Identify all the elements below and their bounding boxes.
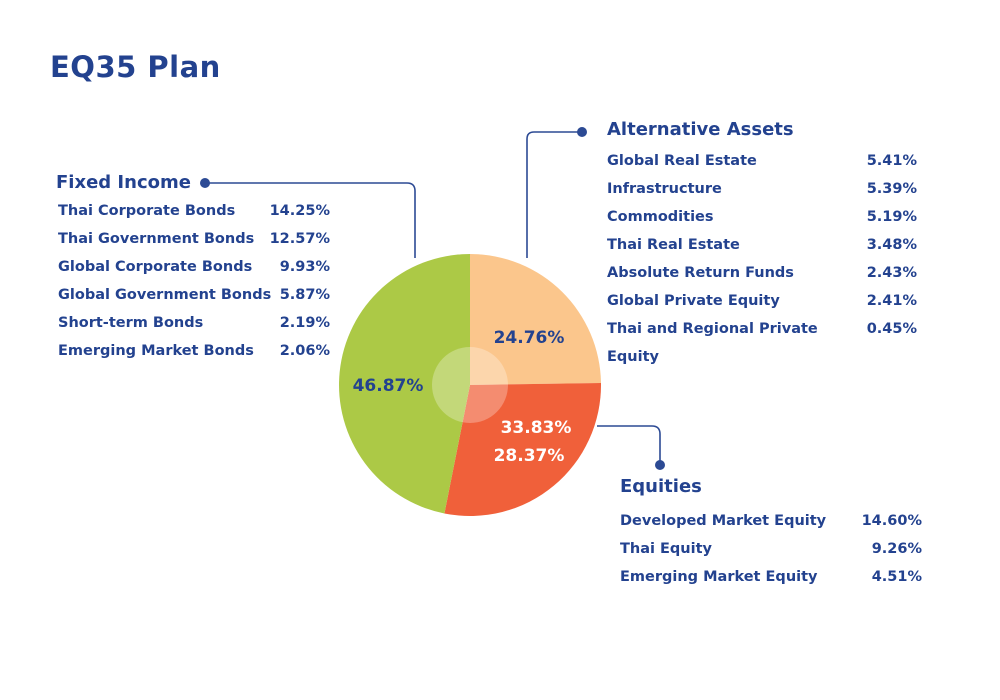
list-item: Thai Equity 9.26% xyxy=(620,535,922,563)
item-name: Thai Government Bonds xyxy=(58,231,255,247)
item-name: Thai Corporate Bonds xyxy=(58,203,236,219)
item-name: Short-term Bonds xyxy=(58,315,204,331)
list-item: Global Corporate Bonds 9.93% xyxy=(58,253,330,281)
list-item: Thai Corporate Bonds 14.25% xyxy=(58,197,330,225)
equities-pointer-dot xyxy=(655,460,665,470)
pie-slice-fixed-income xyxy=(339,254,470,514)
item-value: 2.06% xyxy=(279,343,330,359)
alternative-assets-pointer-line xyxy=(526,131,582,258)
item-value: 12.57% xyxy=(269,231,330,247)
pie-center-highlight xyxy=(432,347,508,423)
item-value: 4.51% xyxy=(871,569,922,585)
pie-label-fixed-income: 46.87% xyxy=(353,376,424,396)
pie-label-equities-extra: 33.83% xyxy=(501,418,572,438)
fixed-income-title: Fixed Income xyxy=(56,172,191,193)
fixed-income-list: Thai Corporate Bonds 14.25% Thai Governmen… xyxy=(58,197,330,365)
list-item: Developed Market Equity 14.60% xyxy=(620,507,922,535)
item-value: 2.41% xyxy=(866,293,917,309)
item-name: Commodities xyxy=(607,209,714,225)
list-item: Absolute Return Funds 2.43% xyxy=(607,259,917,287)
equities-title: Equities xyxy=(620,476,702,497)
pie-label-alternative-assets: 24.76% xyxy=(494,328,565,348)
item-value: 5.87% xyxy=(279,287,330,303)
item-name: Global Private Equity xyxy=(607,293,780,309)
item-name: Global Real Estate xyxy=(607,153,757,169)
item-value: 9.93% xyxy=(279,259,330,275)
item-name: Global Government Bonds xyxy=(58,287,272,303)
alternative-assets-pointer-dot xyxy=(577,127,587,137)
item-value: 3.48% xyxy=(866,237,917,253)
item-value: 0.45% xyxy=(866,321,917,337)
item-name: Developed Market Equity xyxy=(620,513,827,529)
item-value: 5.39% xyxy=(866,181,917,197)
item-name: Global Corporate Bonds xyxy=(58,259,253,275)
item-value: 5.41% xyxy=(866,153,917,169)
item-name: Infrastructure xyxy=(607,181,722,197)
item-value: 2.43% xyxy=(866,265,917,281)
item-name: Thai and Regional Private Equity xyxy=(607,321,818,365)
list-item: Thai and Regional Private Equity 0.45% xyxy=(607,315,917,365)
list-item: Global Real Estate 5.41% xyxy=(607,147,917,175)
list-item: Global Government Bonds 5.87% xyxy=(58,281,330,309)
page-title: EQ35 Plan xyxy=(50,50,221,84)
item-name: Thai Real Estate xyxy=(607,237,740,253)
pie-slice-equities xyxy=(444,383,602,516)
item-name: Thai Equity xyxy=(620,541,712,557)
list-item: Infrastructure 5.39% xyxy=(607,175,917,203)
fixed-income-pointer-dot xyxy=(200,178,210,188)
pie-slice-alternative-assets xyxy=(470,254,601,385)
item-value: 5.19% xyxy=(866,209,917,225)
list-item: Thai Government Bonds 12.57% xyxy=(58,225,330,253)
list-item: Thai Real Estate 3.48% xyxy=(607,231,917,259)
pie-label-equities: 28.37% xyxy=(494,446,565,466)
list-item: Commodities 5.19% xyxy=(607,203,917,231)
item-name: Emerging Market Equity xyxy=(620,569,818,585)
list-item: Global Private Equity 2.41% xyxy=(607,287,917,315)
item-value: 2.19% xyxy=(279,315,330,331)
item-name: Absolute Return Funds xyxy=(607,265,794,281)
alternative-assets-title: Alternative Assets xyxy=(607,119,794,140)
alternative-assets-list: Global Real Estate 5.41% Infrastructure 5.3… xyxy=(607,147,917,365)
list-item: Emerging Market Bonds 2.06% xyxy=(58,337,330,365)
item-value: 9.26% xyxy=(871,541,922,557)
item-name: Emerging Market Bonds xyxy=(58,343,254,359)
item-value: 14.25% xyxy=(269,203,330,219)
item-value: 14.60% xyxy=(861,513,922,529)
equities-pointer-line xyxy=(597,425,661,465)
fixed-income-pointer-line xyxy=(205,182,416,258)
equities-list: Developed Market Equity 14.60% Thai Equity… xyxy=(620,507,922,591)
list-item: Short-term Bonds 2.19% xyxy=(58,309,330,337)
list-item: Emerging Market Equity 4.51% xyxy=(620,563,922,591)
